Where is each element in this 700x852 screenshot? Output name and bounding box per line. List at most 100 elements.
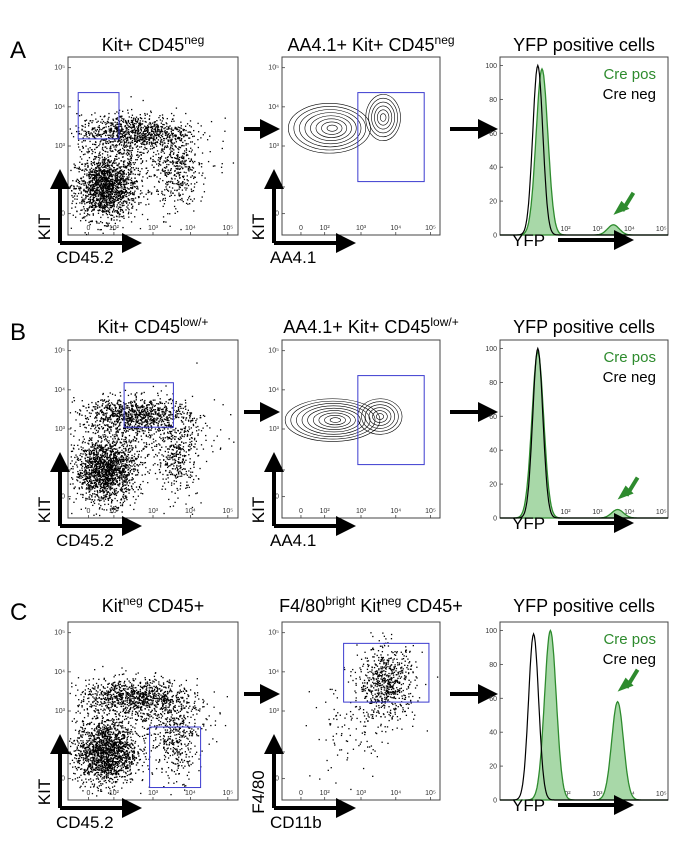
event-dot [82,496,84,499]
event-dot [160,138,162,141]
event-dot [127,188,129,190]
event-dot [153,160,155,162]
event-dot [115,155,118,158]
event-dot [97,444,99,446]
event-dot [145,127,147,130]
event-dot [136,405,138,407]
event-dot [94,471,96,473]
event-dot [153,151,155,154]
event-dot [125,441,127,443]
event-dot [92,189,94,191]
event-dot [97,452,100,454]
y-tick-label: 10⁴ [54,387,65,394]
event-dot [94,487,96,489]
event-dot [156,134,159,136]
event-dot [139,483,142,486]
event-dot [137,133,139,135]
event-dot [107,436,109,438]
event-dot [86,151,88,153]
event-dot [111,175,114,178]
event-dot [188,170,190,172]
event-dot [104,473,106,475]
event-dot [169,169,172,172]
event-dot [95,206,97,208]
event-dot [108,468,110,470]
event-dot [119,474,121,477]
event-dot [120,116,122,118]
event-dot [170,144,172,146]
event-dot [115,469,117,471]
event-dot [123,141,126,144]
event-dot [104,471,107,474]
event-dot [103,474,105,476]
event-dot [112,484,114,486]
event-dot [116,130,118,132]
event-dot [159,142,161,145]
event-dot [105,195,107,198]
event-dot [112,453,115,455]
event-dot [108,213,111,215]
event-dot [108,195,110,197]
event-dot [117,176,119,178]
event-dot [165,160,167,162]
event-dot [121,481,124,483]
event-dot [159,131,161,133]
event-dot [118,467,120,470]
event-dot [88,469,91,472]
event-dot [97,447,99,450]
event-dot [113,209,115,211]
event-dot [119,149,121,151]
event-dot [117,198,119,201]
event-dot [118,130,121,132]
event-dot [95,483,97,485]
event-dot [117,202,119,204]
event-dot [109,455,111,458]
x-tick-label: 10⁴ [185,225,196,232]
event-dot [113,444,115,446]
event-dot [154,141,157,144]
event-dot [105,205,108,207]
event-dot [132,459,134,461]
event-dot [74,166,76,169]
event-dot [98,481,101,484]
event-dot [115,457,118,460]
event-dot [90,202,92,204]
event-dot [74,456,76,459]
event-dot [123,175,125,178]
event-dot [99,456,101,459]
event-dot [99,481,101,483]
event-dot [128,122,131,125]
event-dot [123,204,125,207]
event-dot [100,482,103,485]
event-dot [92,486,94,488]
event-dot [158,156,160,159]
event-dot [108,426,110,428]
event-dot [184,162,186,164]
event-dot [108,171,110,174]
event-dot [115,179,117,181]
event-dot [149,407,152,409]
event-dot [83,188,85,191]
event-dot [102,210,104,212]
event-dot [120,123,122,125]
event-dot [191,141,194,143]
event-dot [156,131,158,133]
event-dot [98,182,100,185]
event-dot [87,122,90,124]
event-dot [116,171,118,173]
event-dot [98,202,100,204]
event-dot [167,128,169,130]
event-dot [204,177,206,179]
event-dot [95,486,97,488]
event-dot [104,186,106,188]
event-dot [115,487,118,490]
event-dot [124,484,126,486]
event-dot [123,470,125,472]
event-dot [98,159,100,161]
event-dot [99,115,102,118]
event-dot [143,447,145,449]
event-dot [189,167,191,169]
event-dot [102,120,105,123]
event-dot [107,216,109,219]
event-dot [131,477,133,479]
